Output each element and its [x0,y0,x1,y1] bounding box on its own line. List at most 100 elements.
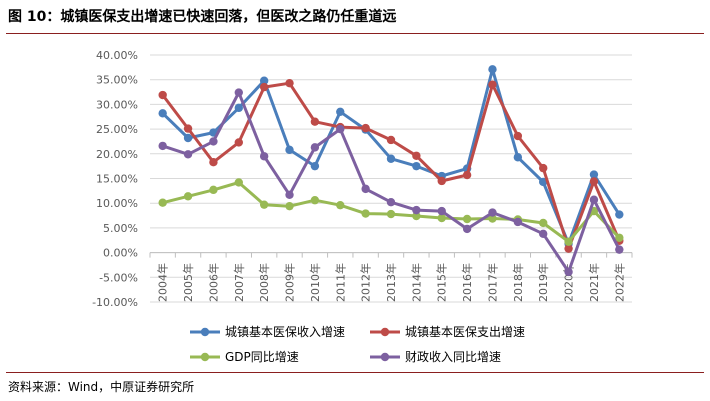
data-point [209,185,218,195]
data-point [539,218,548,228]
data-point [361,209,370,218]
data-point [488,65,497,74]
data-point [437,176,446,186]
data-point [386,154,396,163]
data-point [488,80,497,89]
x-tick-label: 2014年 [409,263,423,302]
data-point [589,170,599,179]
data-point [336,200,345,210]
source-note: 资料来源：Wind，中原证券研究所 [8,380,195,394]
data-point [539,177,548,187]
data-point [386,198,396,207]
data-point [513,131,523,141]
legend-label: GDP同比增速 [225,350,299,364]
y-tick-label: 35.00% [96,74,138,87]
x-tick-label: 2005年 [181,263,195,302]
series-4 [158,88,624,277]
data-point [386,209,396,219]
x-tick-label: 2021年 [587,263,601,302]
legend-item: GDP同比增速 [190,350,299,364]
legend-label: 城镇基本医保支出增速 [405,325,525,339]
x-tick-label: 2012年 [359,263,373,302]
data-point [412,205,421,215]
bottom-divider [6,372,704,373]
y-tick-label: 30.00% [96,98,138,111]
legend-swatch-marker [200,352,210,362]
legend-swatch-marker [380,327,390,337]
data-point [259,200,269,209]
data-point [259,82,269,92]
x-tick-label: 2018年 [511,263,525,302]
x-tick-label: 2004年 [156,263,170,302]
data-point [259,152,269,161]
top-divider [6,33,704,34]
y-tick-label: 15.00% [96,173,138,186]
data-point [615,210,624,219]
x-tick-label: 2013年 [384,263,398,302]
x-tick-label: 2015年 [435,263,449,302]
legend-item: 财政收入同比增速 [370,350,501,364]
y-tick-label: -10.00% [92,296,138,309]
series-layer [158,65,624,277]
legend-label: 城镇基本医保收入增速 [225,325,345,339]
data-point [285,201,294,211]
data-point [437,213,446,223]
data-point [412,211,421,221]
data-point [488,214,497,223]
data-point [412,161,421,171]
data-point [183,133,193,143]
x-tick-label: 2006年 [206,263,220,302]
legend: 城镇基本医保收入增速 城镇基本医保支出增速 GDP同比增速 财政收入同比增速 [190,325,525,364]
data-point [615,233,624,242]
data-point [285,145,294,155]
data-point [462,170,472,180]
data-point [462,224,472,234]
data-point [158,90,167,100]
data-point [539,229,548,239]
chart-title: 图 10：城镇医保支出增速已快速回落，但医改之路仍任重道远 [8,9,397,25]
data-point [513,217,523,227]
data-point [488,208,497,217]
y-tick-label: 20.00% [96,148,138,161]
data-point [336,107,345,117]
y-tick-label: 0.00% [103,247,138,260]
x-tick-label: 2016年 [460,263,474,302]
data-point [539,163,548,173]
data-point [589,195,599,204]
data-point [564,267,573,277]
data-point [158,109,167,118]
series-1 [158,65,624,248]
data-point [234,138,243,147]
data-point [513,153,523,162]
x-tick-label: 2019年 [536,263,550,302]
x-tick-label: 2007年 [232,263,246,302]
x-tick-label: 2022年 [612,263,626,302]
data-point [310,196,320,205]
data-point [234,88,243,97]
y-tick-label: 25.00% [96,123,138,136]
x-tick-label: 2008年 [257,263,271,302]
series-2 [158,78,624,253]
y-tick-label: 40.00% [96,49,138,62]
x-tick-label: 2009年 [283,263,297,302]
legend-item: 城镇基本医保收入增速 [190,325,345,339]
data-point [234,178,243,187]
data-point [158,198,167,207]
y-axis: 40.00% 35.00% 30.00% 25.00% 20.00% 15.00% 10.0… [92,49,138,309]
data-point [615,245,624,254]
data-point [310,143,320,152]
legend-swatch-marker [380,352,390,362]
x-axis: 2004年 2005年 2006年 2007年 2008年 2009年 2010年 2011年… [149,252,633,302]
data-point [234,103,243,113]
y-tick-label: 5.00% [103,222,138,235]
legend-item: 城镇基本医保支出增速 [370,325,525,339]
data-point [209,137,218,146]
data-point [437,206,446,216]
data-point [412,151,421,160]
data-point [336,124,345,134]
data-point [285,78,294,88]
legend-swatch-marker [200,327,210,337]
data-point [564,237,573,246]
data-point [310,117,320,126]
y-tick-label: 10.00% [96,197,138,210]
